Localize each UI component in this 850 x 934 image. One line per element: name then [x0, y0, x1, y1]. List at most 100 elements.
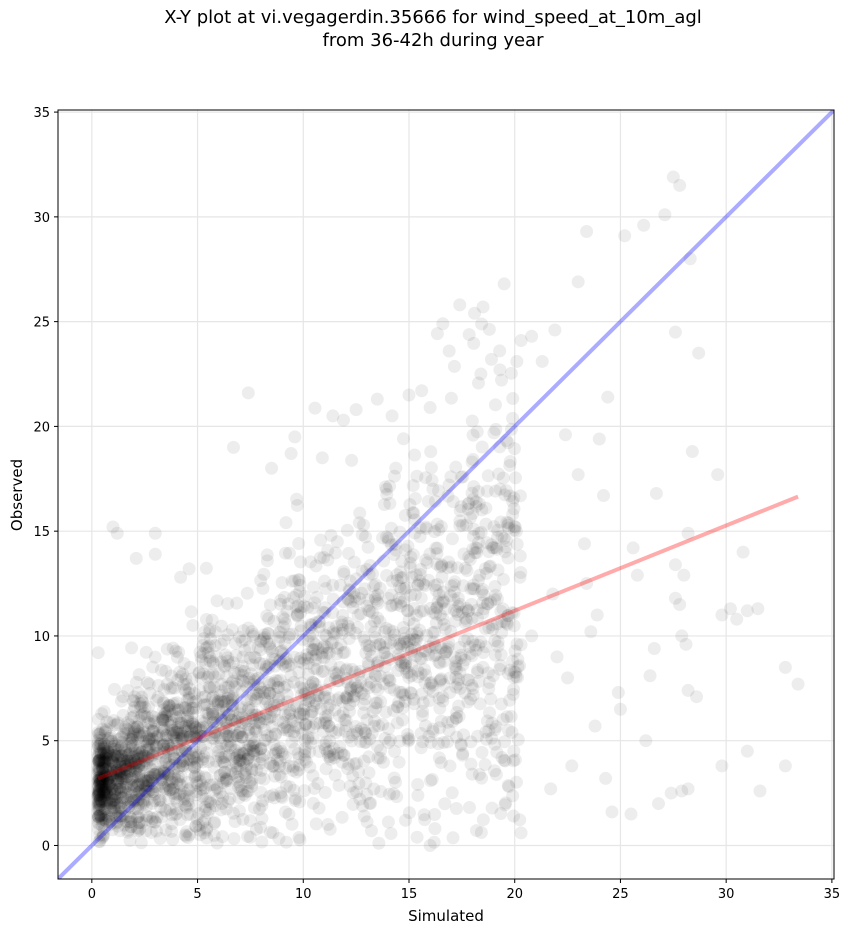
data-point [381, 531, 395, 545]
data-point [130, 732, 144, 746]
data-point [306, 643, 320, 657]
data-point [507, 619, 521, 633]
data-point [382, 673, 396, 687]
data-point [189, 732, 203, 746]
data-point [139, 813, 153, 827]
data-point [371, 611, 385, 625]
data-point [172, 743, 186, 757]
x-tick-label: 30 [718, 887, 735, 902]
data-point [250, 724, 264, 738]
data-point [304, 708, 318, 722]
data-point [385, 574, 399, 588]
data-point [361, 593, 375, 607]
data-point [126, 773, 140, 787]
data-point [176, 701, 190, 715]
data-point [272, 759, 286, 773]
data-point [93, 788, 107, 802]
data-point [129, 551, 143, 565]
data-point [189, 756, 203, 770]
data-point [320, 640, 334, 654]
data-point [163, 782, 177, 796]
data-point [241, 621, 255, 635]
data-point [332, 691, 346, 705]
data-point [349, 572, 363, 586]
data-point [149, 758, 163, 772]
data-point [261, 626, 275, 640]
data-point [453, 597, 467, 611]
data-point [97, 812, 111, 826]
data-point [96, 773, 110, 787]
data-point [346, 786, 360, 800]
data-point [97, 785, 111, 799]
data-point [222, 658, 236, 672]
data-point [430, 578, 444, 592]
data-point [179, 700, 193, 714]
data-point [102, 771, 116, 785]
data-point [160, 737, 174, 751]
data-point [324, 658, 338, 672]
data-point [201, 646, 215, 660]
data-point [469, 541, 483, 555]
data-point [101, 764, 115, 778]
data-point [115, 749, 129, 763]
data-point [362, 658, 376, 672]
data-point [100, 745, 114, 759]
data-point [131, 720, 145, 734]
data-point [186, 695, 200, 709]
data-point [115, 809, 129, 823]
data-point [318, 710, 332, 724]
data-point [92, 745, 106, 759]
data-point [256, 581, 270, 595]
data-point [142, 742, 156, 756]
data-point [335, 618, 349, 632]
data-point [444, 560, 458, 574]
data-point [681, 782, 695, 796]
data-point [401, 604, 415, 618]
data-point [189, 721, 203, 735]
data-point [241, 748, 255, 762]
data-point [457, 634, 471, 648]
data-point [501, 551, 515, 565]
data-point [475, 745, 489, 759]
data-point [513, 489, 527, 503]
data-point [439, 645, 453, 659]
data-point [305, 704, 319, 718]
data-point [393, 637, 407, 651]
data-point [118, 759, 132, 773]
data-point [97, 785, 111, 799]
data-point [368, 590, 382, 604]
data-point [342, 632, 356, 646]
data-point [203, 639, 217, 653]
data-point [263, 678, 277, 692]
data-point [176, 759, 190, 773]
data-point [95, 795, 109, 809]
data-point [223, 792, 237, 806]
data-point [109, 809, 123, 823]
data-point [197, 750, 211, 764]
data-point [380, 530, 394, 544]
data-point [241, 829, 255, 843]
data-point [253, 656, 267, 670]
data-point [218, 659, 232, 673]
data-point [403, 498, 417, 512]
data-point [304, 618, 318, 632]
data-point [491, 563, 505, 577]
data-point [122, 747, 136, 761]
data-point [126, 731, 140, 745]
data-point [278, 612, 292, 626]
data-point [271, 713, 285, 727]
data-point [359, 646, 373, 660]
data-point [91, 733, 105, 747]
data-point [107, 794, 121, 808]
data-point [618, 229, 632, 243]
data-point [428, 640, 442, 654]
data-point [163, 802, 177, 816]
data-point [168, 791, 182, 805]
data-point [506, 654, 520, 668]
x-axis-label: Simulated [408, 907, 484, 925]
data-point [287, 699, 301, 713]
data-point [146, 724, 160, 738]
data-point [92, 816, 106, 830]
data-point [247, 678, 261, 692]
plot-area-background [58, 110, 834, 879]
